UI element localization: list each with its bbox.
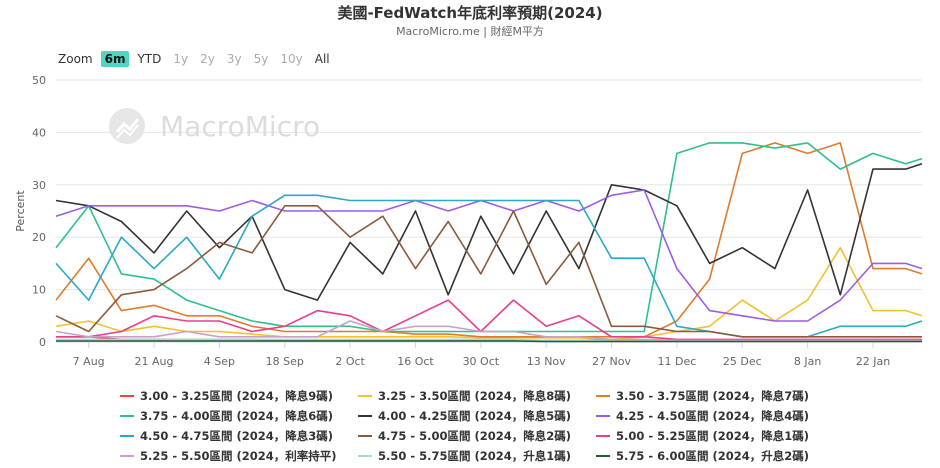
legend-label: 4.25 - 4.50區間 (2024，降息4碼) (616, 409, 810, 423)
legend-item[interactable]: 4.25 - 4.50區間 (2024，降息4碼) (596, 407, 834, 425)
line-chart[interactable]: MacroMicro 0 10 20 30 40 50 7 Aug 21 Aug 4 Sep 1… (0, 0, 940, 385)
legend-swatch (596, 395, 610, 397)
zoom-1y-button[interactable]: 1y (173, 52, 189, 66)
zoom-6m-button[interactable]: 6m (100, 51, 130, 67)
legend-item[interactable]: 4.00 - 4.25區間 (2024，降息5碼) (358, 407, 596, 425)
legend-swatch (596, 455, 610, 457)
zoom-5y-button[interactable]: 5y (253, 52, 269, 66)
x-tick-label: 22 Jan (856, 355, 890, 368)
zoom-2y-button[interactable]: 2y (200, 52, 215, 66)
x-tick-label: 7 Aug (73, 355, 105, 368)
legend-swatch (596, 415, 610, 417)
x-axis: 7 Aug 21 Aug 4 Sep 18 Sep 2 Oct 16 Oct 30 Oct 1… (56, 341, 922, 368)
y-tick-label: 10 (32, 284, 46, 297)
y-tick-label: 0 (39, 336, 46, 349)
legend-swatch (120, 455, 134, 457)
y-tick-label: 50 (32, 74, 46, 87)
legend-label: 5.25 - 5.50區間 (2024，利率持平) (140, 449, 337, 463)
zoom-3y-button[interactable]: 3y (226, 52, 242, 66)
x-tick-label: 27 Nov (592, 355, 631, 368)
zoom-all-button[interactable]: All (314, 52, 330, 66)
legend-item[interactable]: 4.50 - 4.75區間 (2024，降息3碼) (120, 427, 358, 445)
legend: 3.00 - 3.25區間 (2024，降息9碼) 3.25 - 3.50區間 (… (120, 387, 840, 465)
chart-subtitle: MacroMicro.me | 財經M平方 (396, 25, 544, 38)
legend-label: 4.00 - 4.25區間 (2024，降息5碼) (378, 409, 572, 423)
legend-label: 3.25 - 3.50區間 (2024，降息8碼) (378, 389, 572, 403)
series-line-10[interactable] (55, 320, 922, 342)
legend-item[interactable]: 3.25 - 3.50區間 (2024，降息8碼) (358, 387, 596, 405)
legend-label: 3.50 - 3.75區間 (2024，降息7碼) (616, 389, 810, 403)
x-tick-label: 4 Sep (204, 355, 235, 368)
legend-swatch (596, 435, 610, 437)
series-line-5[interactable] (55, 163, 923, 301)
legend-swatch (120, 395, 134, 397)
x-tick-label: 13 Nov (527, 355, 566, 368)
series-line-6[interactable] (55, 189, 923, 322)
x-tick-label: 2 Oct (335, 355, 365, 368)
x-tick-label: 16 Oct (397, 355, 434, 368)
legend-label: 4.50 - 4.75區間 (2024，降息3碼) (140, 429, 334, 443)
legend-item[interactable]: 5.75 - 6.00區間 (2024，升息2碼) (596, 447, 834, 465)
legend-swatch (120, 435, 134, 437)
x-tick-label: 11 Dec (658, 355, 697, 368)
zoom-label: Zoom (58, 52, 93, 66)
legend-swatch (358, 435, 372, 437)
y-axis-label: Percent (14, 190, 27, 232)
legend-label: 4.75 - 5.00區間 (2024，降息2碼) (378, 429, 572, 443)
x-tick-label: 30 Oct (463, 355, 500, 368)
legend-item[interactable]: 5.00 - 5.25區間 (2024，降息1碼) (596, 427, 834, 445)
chart-title: 美國-FedWatch年底利率預期(2024) (337, 4, 603, 22)
y-tick-label: 40 (32, 126, 46, 139)
legend-item[interactable]: 5.50 - 5.75區間 (2024，升息1碼) (358, 447, 596, 465)
legend-label: 5.50 - 5.75區間 (2024，升息1碼) (378, 449, 572, 463)
legend-item[interactable]: 3.50 - 3.75區間 (2024，降息7碼) (596, 387, 834, 405)
legend-swatch (358, 455, 372, 457)
legend-item[interactable]: 4.75 - 5.00區間 (2024，降息2碼) (358, 427, 596, 445)
zoom-bar: Zoom 6m YTD 1y 2y 3y 5y 10y All (58, 50, 334, 68)
legend-swatch (358, 395, 372, 397)
series-line-12[interactable] (56, 340, 922, 343)
series-line-8[interactable] (55, 205, 922, 338)
x-tick-label: 25 Dec (723, 355, 762, 368)
legend-swatch (120, 415, 134, 417)
x-tick-label: 21 Aug (135, 355, 174, 368)
legend-label: 3.00 - 3.25區間 (2024，降息9碼) (140, 389, 334, 403)
series-line-3[interactable] (55, 142, 923, 338)
y-tick-label: 30 (32, 179, 46, 192)
zoom-ytd-button[interactable]: YTD (137, 52, 162, 66)
watermark-text: MacroMicro (160, 110, 320, 143)
series-line-2[interactable] (55, 246, 923, 341)
legend-item[interactable]: 3.00 - 3.25區間 (2024，降息9碼) (120, 387, 358, 405)
watermark: MacroMicro (109, 108, 320, 144)
legend-label: 5.00 - 5.25區間 (2024，降息1碼) (616, 429, 810, 443)
legend-label: 5.75 - 6.00區間 (2024，升息2碼) (616, 449, 810, 463)
legend-label: 3.75 - 4.00區間 (2024，降息6碼) (140, 409, 334, 423)
x-tick-label: 8 Jan (794, 355, 821, 368)
legend-swatch (358, 415, 372, 417)
series-line-9[interactable] (56, 299, 922, 341)
legend-item[interactable]: 5.25 - 5.50區間 (2024，利率持平) (120, 447, 358, 465)
macromicro-logo-icon (109, 108, 145, 144)
x-tick-label: 18 Sep (266, 355, 304, 368)
y-tick-label: 20 (32, 231, 46, 244)
series-lines (55, 142, 923, 343)
legend-item[interactable]: 3.75 - 4.00區間 (2024，降息6碼) (120, 407, 358, 425)
y-axis: 0 10 20 30 40 50 (32, 74, 46, 349)
zoom-10y-button[interactable]: 10y (280, 52, 303, 66)
